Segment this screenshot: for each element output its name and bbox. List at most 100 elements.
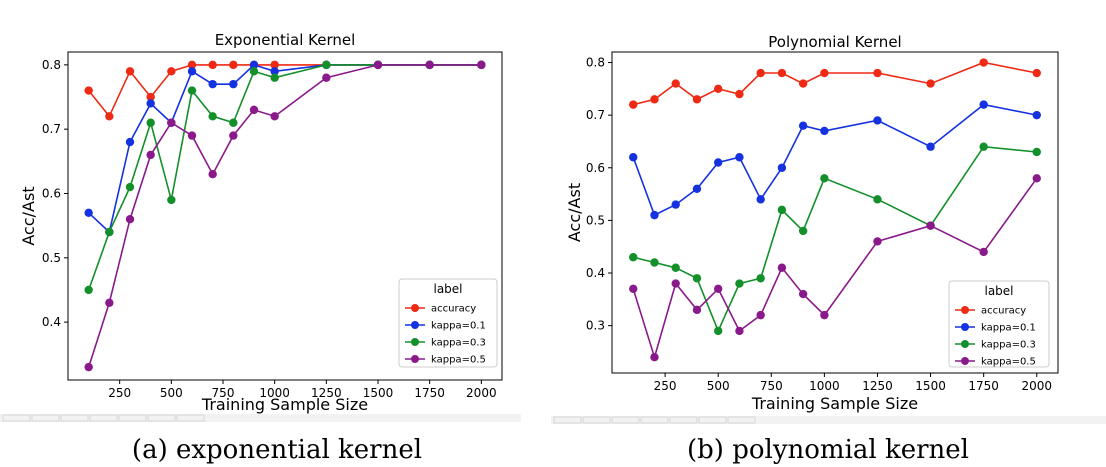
data-point xyxy=(777,163,787,172)
legend-swatch-marker xyxy=(411,304,419,312)
data-point xyxy=(146,92,155,102)
toolbar-button[interactable] xyxy=(727,416,756,424)
plot-frame xyxy=(67,51,503,381)
toolbar-button[interactable] xyxy=(118,414,147,422)
series-accuracy xyxy=(629,58,1041,109)
data-point xyxy=(322,73,331,82)
data-point xyxy=(756,274,765,283)
toolbar-button[interactable] xyxy=(147,414,176,422)
x-tick-label: 2000 xyxy=(466,386,497,400)
data-point xyxy=(208,112,217,121)
series-kappa=0.1 xyxy=(629,100,1041,220)
data-point xyxy=(249,67,259,76)
data-point xyxy=(270,60,279,70)
data-point xyxy=(125,182,135,192)
legend-entry-label: kappa=0.3 xyxy=(431,338,486,349)
data-point xyxy=(713,284,723,294)
data-point xyxy=(777,263,787,272)
data-point xyxy=(671,263,680,272)
data-point xyxy=(798,121,808,130)
toolbar-button[interactable] xyxy=(31,414,60,422)
data-point xyxy=(798,289,808,299)
toolbar-button[interactable] xyxy=(553,416,582,424)
data-point xyxy=(208,169,217,179)
data-point xyxy=(249,60,259,70)
x-tick-label: 1500 xyxy=(363,386,394,400)
chart-panel-1: Exponential Kernel 250 500 750 1000 1250 1500 1… xyxy=(0,31,521,465)
legend-entry-label: kappa=0.5 xyxy=(981,357,1036,368)
chart-title: Polynomial Kernel xyxy=(768,33,901,51)
data-point xyxy=(146,150,155,160)
y-tick-label: 0.7 xyxy=(586,108,605,122)
legend-title: label xyxy=(984,284,1013,298)
data-point xyxy=(756,310,765,320)
x-tick-label: 750 xyxy=(760,379,783,393)
toolbar-button[interactable] xyxy=(2,414,31,422)
legend-entry-label: kappa=0.1 xyxy=(431,321,486,332)
data-point xyxy=(125,215,135,224)
legend-title: label xyxy=(433,282,462,296)
y-tick-label: 0.5 xyxy=(42,251,61,265)
data-point xyxy=(671,79,680,88)
data-point xyxy=(477,60,486,70)
data-point xyxy=(629,253,638,262)
data-point xyxy=(692,274,702,283)
y-tick-label: 0.4 xyxy=(42,315,61,329)
y-tick-label: 0.8 xyxy=(586,56,605,70)
toolbar-button[interactable] xyxy=(669,416,698,424)
data-point xyxy=(187,86,197,95)
data-point xyxy=(229,131,238,140)
data-point xyxy=(187,67,197,76)
data-point xyxy=(229,60,238,70)
data-point xyxy=(167,67,176,76)
data-point xyxy=(713,326,723,336)
x-tick-label: 1750 xyxy=(968,379,999,393)
toolbar-button[interactable] xyxy=(698,416,727,424)
data-point xyxy=(979,100,988,109)
toolbar-button[interactable] xyxy=(582,416,611,424)
legend-entry-label: kappa=0.3 xyxy=(981,340,1036,351)
x-tick-label: 1000 xyxy=(809,379,840,393)
toolbar-button[interactable] xyxy=(611,416,640,424)
data-point xyxy=(1032,68,1041,78)
x-tick-label: 500 xyxy=(160,386,183,400)
plot-frame xyxy=(611,51,1059,374)
data-point xyxy=(650,210,659,220)
toolbar-button[interactable] xyxy=(89,414,118,422)
data-point xyxy=(692,184,702,194)
data-point xyxy=(926,79,935,88)
data-point xyxy=(84,86,93,95)
y-axis-label: Acc/Ast xyxy=(19,186,38,245)
x-tick-label: 250 xyxy=(108,386,131,400)
series-line xyxy=(632,103,1037,217)
data-point xyxy=(629,284,638,294)
y-tick-label: 0.6 xyxy=(586,161,605,175)
data-point xyxy=(650,258,659,267)
data-point xyxy=(270,112,279,121)
legend-entry-label: accuracy xyxy=(981,306,1026,317)
legend-swatch-marker xyxy=(961,323,969,331)
x-tick-label: 2000 xyxy=(1021,379,1052,393)
data-point xyxy=(756,68,765,78)
data-point xyxy=(979,247,988,257)
data-point xyxy=(820,174,829,183)
legend-swatch-marker xyxy=(411,355,419,363)
toolbar-button[interactable] xyxy=(176,414,205,422)
legend-swatch-marker xyxy=(411,321,419,329)
series-kappa=0.1 xyxy=(84,60,486,237)
data-point xyxy=(167,118,176,127)
data-point xyxy=(229,79,238,89)
subfigure-caption: (a) exponential kernel xyxy=(132,435,422,465)
data-point xyxy=(208,60,217,70)
data-point xyxy=(735,326,744,336)
data-point xyxy=(798,79,808,88)
toolbar-button[interactable] xyxy=(60,414,89,422)
data-point xyxy=(873,237,882,246)
data-point xyxy=(146,99,155,108)
data-point xyxy=(777,205,787,215)
data-point xyxy=(146,118,155,127)
data-point xyxy=(692,305,702,315)
toolbar-button[interactable] xyxy=(640,416,669,424)
data-point xyxy=(820,310,829,320)
